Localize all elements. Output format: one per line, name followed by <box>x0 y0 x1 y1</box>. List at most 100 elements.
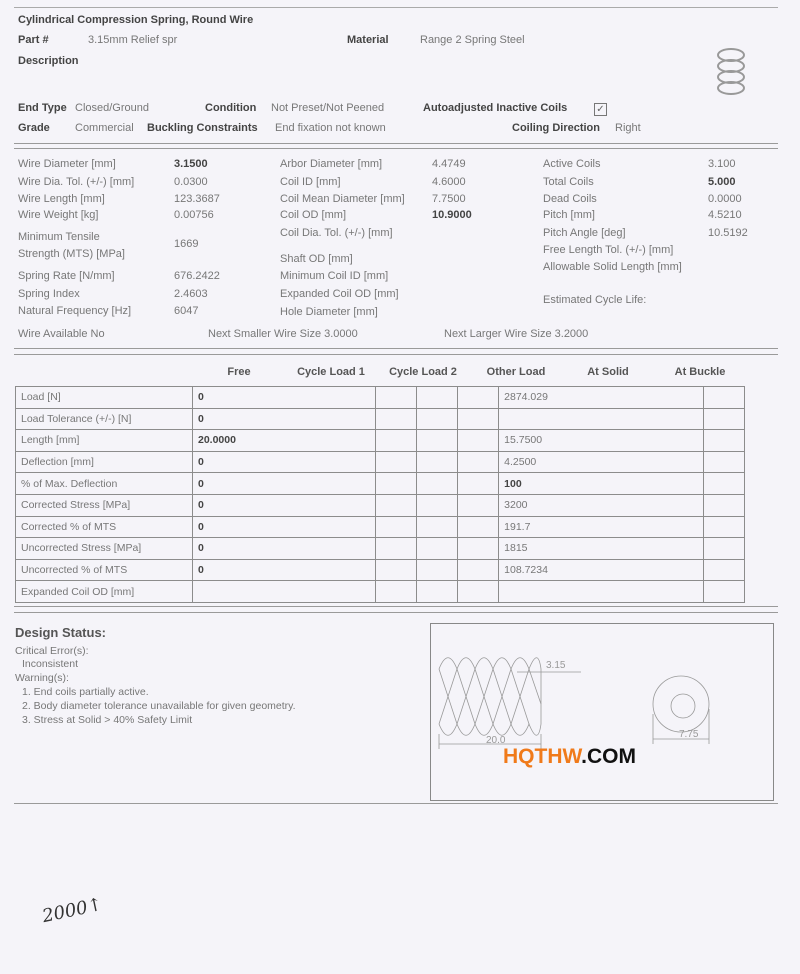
prop-label: Allowable Solid Length [mm] <box>543 261 682 273</box>
table-row: % of Max. Deflection 0 100 <box>15 472 746 495</box>
column-header: Free <box>227 366 251 378</box>
table-cell <box>457 472 500 495</box>
table-cell <box>374 515 418 539</box>
autoadjust-label: Autoadjusted Inactive Coils <box>423 102 568 114</box>
prop-value: 10.5192 <box>708 227 748 239</box>
table-cell <box>457 515 500 539</box>
wire-dim-label: 3.15 <box>546 660 566 671</box>
row-label: Uncorrected % of MTS <box>15 558 193 582</box>
prop-value: 4.6000 <box>432 176 466 188</box>
table-cell <box>702 450 746 474</box>
table-row: Deflection [mm] 0 4.2500 <box>15 450 746 474</box>
prop-label: Spring Rate [N/mm] <box>18 270 115 282</box>
table-cell <box>374 450 418 474</box>
table-cell <box>415 429 459 452</box>
table-cell <box>702 472 746 495</box>
warning-item: 1. End coils partially active. <box>22 686 149 698</box>
table-cell: 0 <box>192 386 376 409</box>
coiling-value: Right <box>615 122 641 134</box>
table-cell: 20.0000 <box>192 429 376 452</box>
prop-label: Expanded Coil OD [mm] <box>280 288 399 300</box>
table-cell <box>702 407 746 431</box>
table-cell <box>415 407 459 431</box>
buckling-label: Buckling Constraints <box>147 122 258 134</box>
column-header: At Solid <box>587 366 629 378</box>
row-label: Load [N] <box>15 386 193 409</box>
table-cell <box>702 537 746 560</box>
row-label: Load Tolerance (+/-) [N] <box>15 407 193 431</box>
table-cell <box>457 493 500 517</box>
condition-value: Not Preset/Not Peened <box>271 102 385 114</box>
diameter-dim-label: 7.75 <box>679 729 699 740</box>
prop-value: 4.5210 <box>708 209 742 221</box>
table-cell <box>374 558 418 582</box>
prop-label: Coil OD [mm] <box>280 209 346 221</box>
buckling-value: End fixation not known <box>275 122 386 134</box>
watermark-part1: HQTHW <box>503 745 582 768</box>
table-cell: 0 <box>192 515 376 539</box>
table-cell <box>374 537 418 560</box>
prop-label: Wire Length [mm] <box>18 193 105 205</box>
prop-label: Dead Coils <box>543 193 597 205</box>
end-type-label: End Type <box>18 102 67 114</box>
prop-label: Natural Frequency [Hz] <box>18 305 132 317</box>
table-cell <box>702 429 746 452</box>
prop-value: 6047 <box>174 305 199 317</box>
table-cell <box>498 407 704 431</box>
autoadjust-checkbox[interactable]: ✓ <box>594 103 607 116</box>
warning-item: 3. Stress at Solid > 40% Safety Limit <box>22 714 193 726</box>
table-cell: 0 <box>192 558 376 582</box>
table-row: Load [N] 0 2874.029 <box>15 386 746 409</box>
table-cell: 15.7500 <box>498 429 704 452</box>
grade-value: Commercial <box>75 122 134 134</box>
next-larger-wire: Next Larger Wire Size 3.2000 <box>444 328 589 340</box>
prop-value: 10.9000 <box>432 209 472 221</box>
table-cell <box>702 515 746 539</box>
row-label: Expanded Coil OD [mm] <box>15 580 193 603</box>
table-cell <box>415 580 459 603</box>
table-row: Expanded Coil OD [mm] <box>15 580 746 603</box>
prop-label: Coil Mean Diameter [mm] <box>280 193 405 205</box>
spring-thumbnail-icon <box>717 48 745 95</box>
table-cell <box>415 515 459 539</box>
table-cell <box>374 580 418 603</box>
load-table: Load [N] 0 2874.029 Load Tolerance (+/-) [N… <box>15 386 746 603</box>
table-cell: 191.7 <box>498 515 704 539</box>
warning-item: 2. Body diameter tolerance unavailable f… <box>22 700 296 712</box>
table-cell: 0 <box>192 407 376 431</box>
table-cell <box>374 493 418 517</box>
prop-value: 0.00756 <box>174 209 214 221</box>
table-row: Uncorrected Stress [MPa] 0 1815 <box>15 537 746 560</box>
wire-available: Wire Available No <box>18 328 105 340</box>
column-header: Other Load <box>486 366 546 378</box>
next-smaller-wire: Next Smaller Wire Size 3.0000 <box>208 328 358 340</box>
table-cell <box>374 472 418 495</box>
watermark: HQTHW.COM <box>503 745 636 769</box>
table-cell <box>457 580 500 603</box>
row-label: Uncorrected Stress [MPa] <box>15 537 193 560</box>
table-cell <box>415 450 459 474</box>
prop-label: Coil Dia. Tol. (+/-) [mm] <box>280 227 393 239</box>
prop-label: Hole Diameter [mm] <box>280 306 378 318</box>
table-cell <box>457 450 500 474</box>
prop-value: 0.0000 <box>708 193 742 205</box>
prop-value: 123.3687 <box>174 193 220 205</box>
row-label: Corrected % of MTS <box>15 515 193 539</box>
condition-label: Condition <box>205 102 257 114</box>
part-value: 3.15mm Relief spr <box>88 34 178 46</box>
spring-drawing-panel: 3.15 20.0 7.75 <box>430 623 774 801</box>
table-cell <box>415 558 459 582</box>
prop-label: Coil ID [mm] <box>280 176 341 188</box>
table-cell <box>702 386 746 409</box>
length-dim-label: 20.0 <box>486 735 506 746</box>
table-cell <box>457 386 500 409</box>
table-row: Corrected % of MTS 0 191.7 <box>15 515 746 539</box>
prop-label: Pitch Angle [deg] <box>543 227 626 239</box>
design-status-title: Design Status: <box>15 625 107 640</box>
column-header: Cycle Load 2 <box>389 366 457 378</box>
table-cell <box>457 429 500 452</box>
table-cell: 2874.029 <box>498 386 704 409</box>
column-header: At Buckle <box>674 366 726 378</box>
table-cell <box>374 429 418 452</box>
table-cell: 108.7234 <box>498 558 704 582</box>
